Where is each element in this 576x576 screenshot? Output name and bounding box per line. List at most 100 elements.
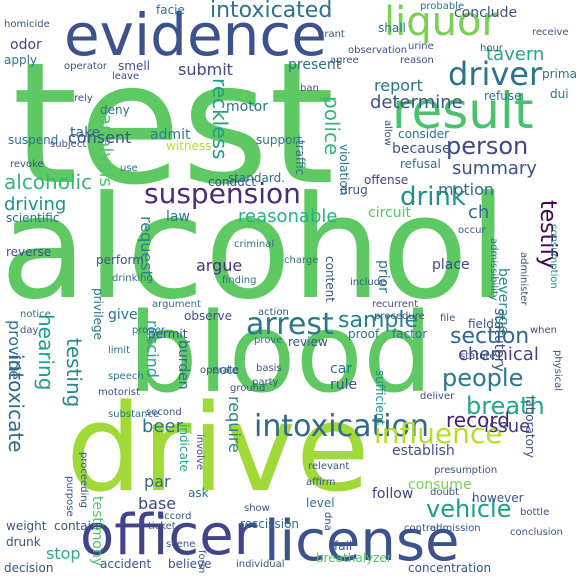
word-however: however [472,491,524,505]
word-factor: factor [392,327,428,341]
word-alcohol: alcohol [0,166,508,331]
word-odor: odor [10,37,42,53]
word-issue: issue [484,416,531,437]
word-consider: consider [398,127,450,141]
word-occur: occur [458,225,486,236]
word-ticket: ticket [148,521,176,532]
word-ban: ban [300,83,319,94]
word-review: review [288,335,328,349]
word-drinking: drinking [112,273,153,284]
word-circuit: circuit [368,205,411,221]
word-homicide: homicide [4,19,50,30]
word-finding: finding [222,275,257,286]
word-person: person [446,132,529,160]
word-request: request [137,216,156,277]
word-procedure: procedure [374,311,425,322]
word-reason: reason [400,55,434,66]
word-dna: dna [322,512,333,531]
word-operator: operator [64,61,108,72]
word-limit: limit [108,345,130,356]
word-place: place [432,257,470,273]
word-because: because [392,141,451,157]
word-testing: testing [62,338,86,408]
word-drive: drive [66,380,370,519]
word-shall: shall [378,21,406,35]
word-prove: prove [254,335,283,346]
word-accord: accord [158,511,192,522]
word-people: people [442,364,524,392]
word-show: show [244,503,270,514]
word-administer: administer [518,252,529,306]
word-individual: individual [236,559,285,570]
word-require: require [225,396,244,453]
word-result: result [392,82,534,140]
word-permit: permit [148,327,188,341]
word-purpose: purpose [64,476,75,517]
word-presumption: presumption [434,465,498,476]
word-believe: believe [168,557,212,571]
word-perform: perform [96,253,144,267]
word-violation: violation [337,144,351,196]
word-indicate: indicate [177,424,191,472]
word-affirm: affirm [306,477,336,488]
word-facie: facie [156,3,185,17]
word-car: car [330,361,353,377]
word-operate: operate [200,365,239,376]
word-breath: breath [466,392,545,420]
word-field: field [468,317,494,331]
word-intoxicated: intoxicated [210,0,333,23]
word-summary: summary [452,158,537,179]
word-smell: smell [118,59,150,73]
word-reasonable: reasonable [238,206,338,227]
word-prima: prima [542,67,576,81]
word-argument: argument [152,299,201,310]
word-probable: probable [420,1,465,12]
word-present: present [288,57,342,73]
word-allow: allow [382,120,393,146]
word-hour: hour [480,43,503,54]
word-criminal: criminal [234,239,275,250]
word-officer: officer [80,503,257,568]
word-physical: physical [552,350,563,391]
word-second: second [146,407,182,418]
word-motion: motion [438,180,495,199]
word-involve: involve [194,434,205,471]
word-alcoholic: alcoholic [4,170,93,194]
word-note: note [212,363,240,377]
word-rely: rely [74,93,93,104]
word-admit: admit [150,127,191,143]
word-tavern: tavern [486,44,545,65]
word-offense: offense [364,173,409,187]
word-bottle: bottle [520,507,550,518]
word-drunk: drunk [6,535,41,549]
word-submit: submit [178,60,233,79]
word-level: level [306,496,335,510]
word-proper: proper [132,325,165,336]
word-blood: blood [128,289,433,417]
word-reckless: reckless [208,78,232,160]
word-charge: charge [284,255,319,266]
word-test: test [12,26,335,222]
word-traffic: traffic [293,140,307,176]
word-file: file [440,313,456,324]
word-consume: consume [408,477,472,493]
word-contain: contain [54,519,99,533]
word-scientific: scientific [6,211,60,225]
word-driver: driver [448,55,543,93]
word-law: law [166,209,190,225]
word-form: form [196,550,207,574]
word-relevant: relevant [308,461,350,472]
word-doubt: doubt [430,487,460,498]
word-conclude: conclude [454,5,518,21]
word-leave: leave [112,71,140,82]
word-ground: ground [230,383,266,394]
word-urine: urine [408,41,434,52]
word-observation: observation [348,45,408,56]
word-stop: stop [46,544,81,563]
word-deny: deny [100,103,130,117]
word-witness: witness [166,139,212,153]
word-scene: scene [166,539,196,550]
word-determine: determine [370,92,463,113]
word-argue: argue [196,256,243,275]
word-grant: grant [318,29,345,40]
